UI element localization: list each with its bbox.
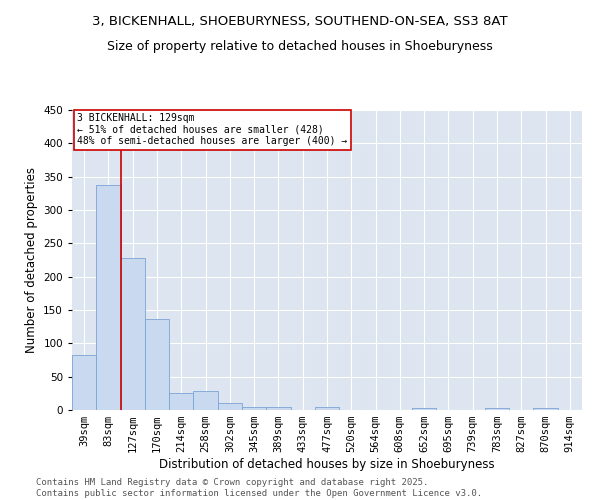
Text: Size of property relative to detached houses in Shoeburyness: Size of property relative to detached ho…: [107, 40, 493, 53]
Text: 3 BICKENHALL: 129sqm
← 51% of detached houses are smaller (428)
48% of semi-deta: 3 BICKENHALL: 129sqm ← 51% of detached h…: [77, 113, 347, 146]
Bar: [145, 318, 169, 410]
Bar: [169, 394, 193, 410]
Y-axis label: Number of detached properties: Number of detached properties: [25, 167, 38, 353]
Text: 3, BICKENHALL, SHOEBURYNESS, SOUTHEND-ON-SEA, SS3 8AT: 3, BICKENHALL, SHOEBURYNESS, SOUTHEND-ON…: [92, 15, 508, 28]
Bar: [315, 406, 339, 410]
Bar: [242, 406, 266, 410]
Bar: [193, 392, 218, 410]
Bar: [96, 186, 121, 410]
Bar: [412, 408, 436, 410]
Bar: [218, 404, 242, 410]
Bar: [485, 408, 509, 410]
Bar: [533, 408, 558, 410]
Bar: [72, 354, 96, 410]
X-axis label: Distribution of detached houses by size in Shoeburyness: Distribution of detached houses by size …: [159, 458, 495, 471]
Bar: [266, 406, 290, 410]
Text: Contains HM Land Registry data © Crown copyright and database right 2025.
Contai: Contains HM Land Registry data © Crown c…: [36, 478, 482, 498]
Bar: [121, 258, 145, 410]
